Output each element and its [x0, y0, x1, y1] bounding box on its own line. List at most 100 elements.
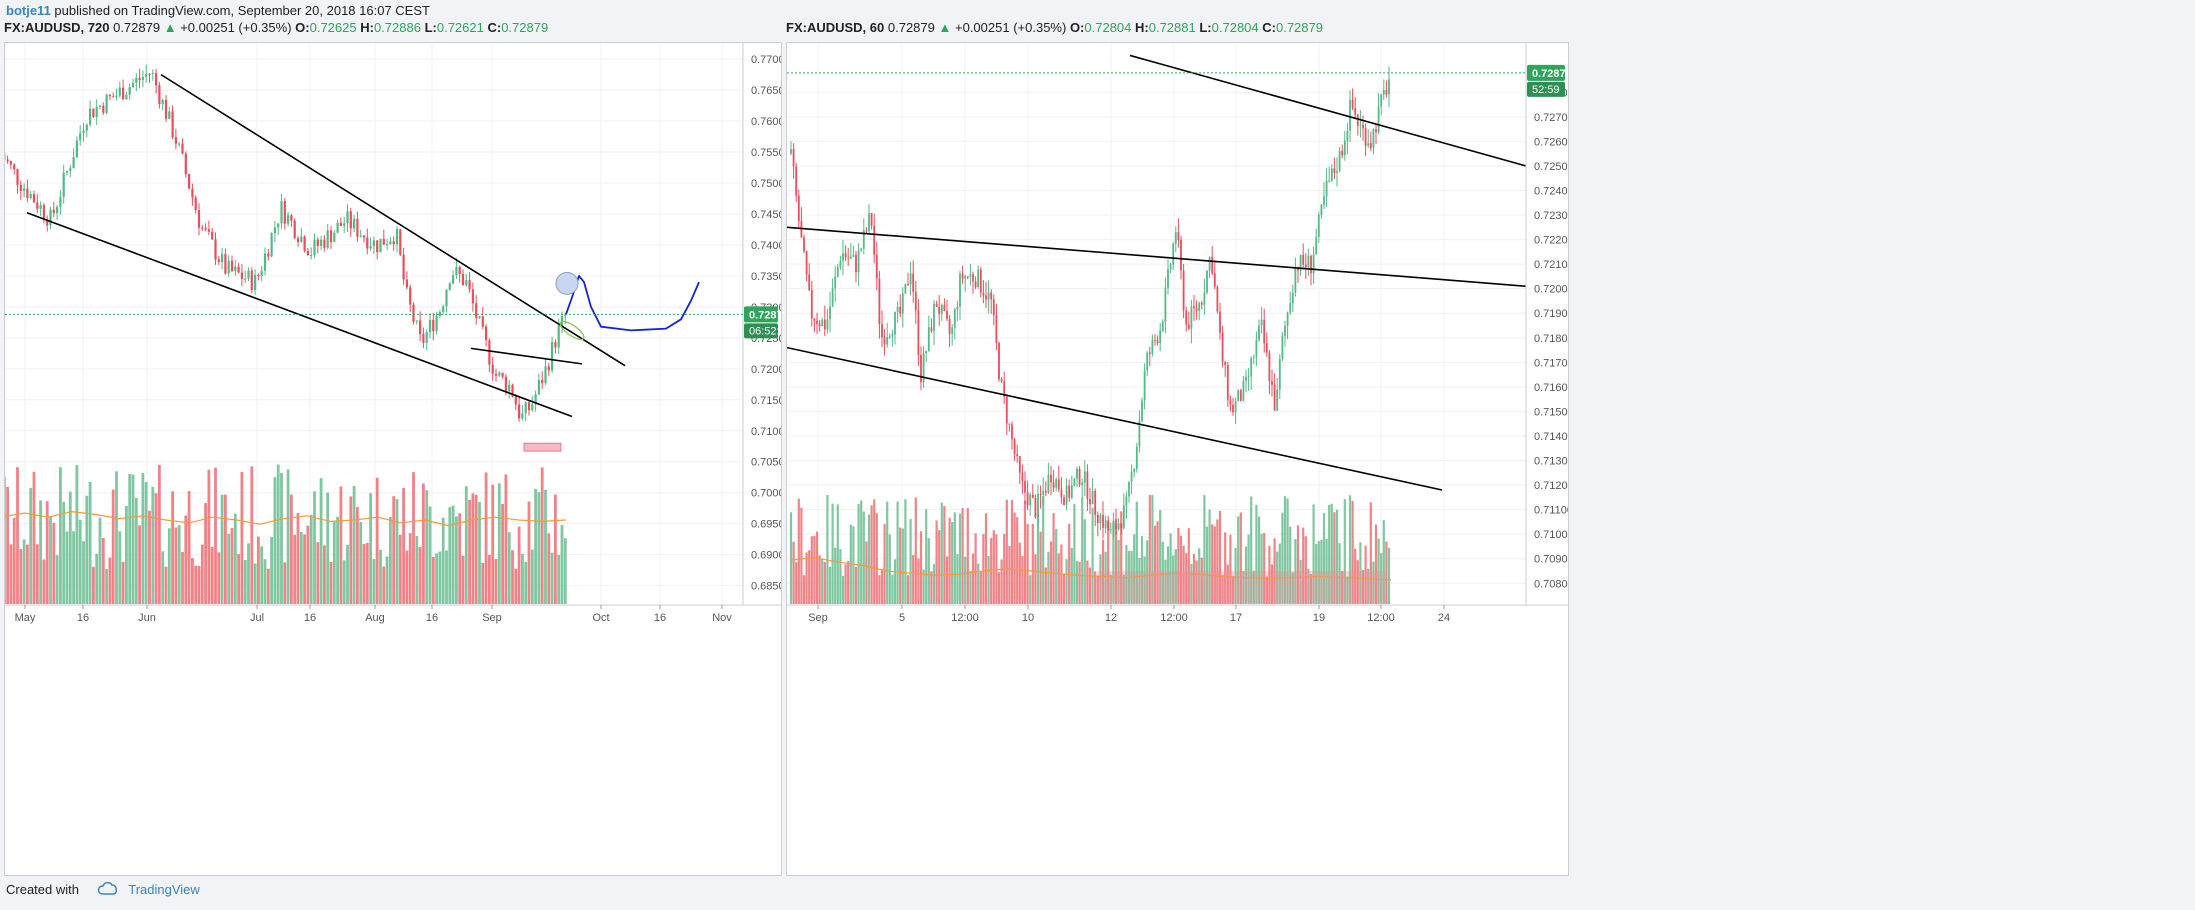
volume-bar	[1096, 576, 1099, 604]
candle-body	[966, 276, 969, 278]
volume-bar	[925, 509, 928, 604]
right-chart-panel[interactable]: 0.728000.727000.726000.725000.724000.723…	[786, 42, 1569, 876]
left-chart-panel[interactable]: 0.77000 0.76500 0.76000 0.75500 0.75000 0.745…	[4, 42, 782, 876]
candle-body	[372, 240, 375, 247]
candle-body	[452, 275, 455, 284]
candle-body	[82, 130, 85, 134]
candle-body	[1172, 243, 1175, 265]
candle-body	[155, 73, 158, 86]
candle-body	[925, 350, 928, 354]
candle-body	[1359, 124, 1362, 126]
volume-bar	[1169, 533, 1172, 604]
left-time-axis[interactable]: May 16 Jun Jul 16 Aug 16 Sep Oct 16 Nov	[5, 604, 781, 624]
candle-body	[557, 325, 560, 348]
candle-body	[343, 223, 346, 226]
candle-body	[336, 222, 339, 233]
volume-bar	[813, 535, 816, 604]
volume-bar	[111, 489, 115, 604]
volume-bar	[554, 494, 557, 604]
candle-body	[1234, 400, 1237, 413]
candle-body	[790, 149, 792, 154]
left-symbol[interactable]: FX:AUDUSD, 720	[4, 20, 110, 35]
right-chart-svg[interactable]: 0.728000.727000.726000.725000.724000.723…	[787, 43, 1568, 875]
volume-bar	[200, 544, 204, 604]
volume-bar	[1239, 512, 1242, 604]
volume-bar	[1068, 523, 1071, 604]
volume-bar	[1031, 523, 1034, 604]
volume-bar	[883, 524, 886, 604]
left-chart-svg[interactable]: 0.77000 0.76500 0.76000 0.75500 0.75000 0.745…	[5, 43, 781, 875]
candle-body	[455, 266, 458, 276]
volume-bar	[435, 553, 438, 604]
volume-bar	[834, 547, 837, 604]
candle-body	[69, 168, 72, 171]
candle-body	[979, 269, 982, 293]
candle-body	[369, 246, 372, 249]
volume-bar	[395, 499, 399, 604]
volume-bar	[240, 471, 244, 604]
right-time-axis[interactable]: Sep 5 12:00 10 12 12:00 17 19 12:00 24	[787, 604, 1568, 624]
candle-body	[795, 166, 798, 196]
candle-body	[409, 287, 412, 305]
candle-body	[1226, 364, 1229, 400]
volume-bar	[891, 574, 894, 604]
candle-body	[382, 238, 385, 245]
right-symbol[interactable]: FX:AUDUSD, 60	[786, 20, 885, 35]
volume-bar	[59, 467, 62, 604]
candle-body	[901, 293, 904, 314]
volume-bar	[52, 522, 56, 604]
candle-body	[23, 188, 26, 191]
volume-bar	[461, 555, 465, 604]
countdown-tag-bg	[1527, 81, 1565, 97]
volume-bar	[880, 570, 884, 604]
volume-bar	[356, 507, 359, 604]
volume-bar	[151, 486, 155, 604]
volume-bar	[1224, 532, 1227, 604]
candle-body	[475, 303, 478, 319]
left-price-axis[interactable]: 0.77000 0.76500 0.76000 0.75500 0.75000 0.745…	[5, 43, 781, 605]
candle-body	[283, 200, 286, 224]
volume-bar	[39, 500, 42, 604]
volume-bar	[283, 562, 287, 604]
volume-bar	[1062, 573, 1066, 604]
volume-bar	[909, 519, 912, 604]
volume-bar	[1138, 557, 1141, 604]
volume-bar	[1325, 538, 1328, 604]
x-tick-label: Oct	[592, 612, 609, 624]
volume-bar	[448, 507, 452, 604]
right-price-axis[interactable]: 0.728000.727000.726000.725000.724000.723…	[787, 43, 1568, 605]
candle-body	[1060, 489, 1063, 498]
volume-bar	[431, 556, 435, 604]
candle-body	[857, 250, 860, 273]
candle-body	[1206, 270, 1208, 293]
volume-bar	[792, 541, 795, 604]
last-price-tag: 0.72879	[749, 309, 781, 321]
candle-body	[207, 229, 210, 232]
left-up-arrow-icon: ▲	[163, 20, 177, 35]
candle-body	[985, 295, 987, 300]
candle-body	[415, 320, 418, 322]
candle-body	[839, 260, 842, 268]
x-tick-label: 16	[77, 612, 89, 624]
volume-bar	[365, 542, 369, 604]
volume-bar	[303, 534, 306, 604]
volume-bar	[19, 549, 23, 604]
y-tick-label: 0.76500	[751, 85, 781, 97]
candle-body	[894, 312, 896, 335]
volume-bar	[1148, 495, 1151, 604]
volume-ma-line	[5, 510, 567, 527]
volume-bar	[912, 554, 915, 604]
candle-body	[844, 253, 847, 258]
volume-bar	[293, 534, 297, 604]
volume-bar	[128, 473, 132, 604]
author-link[interactable]: botje11	[6, 3, 51, 18]
trendline	[787, 226, 1527, 288]
volume-bar	[557, 554, 561, 604]
volume-bar	[1190, 563, 1193, 604]
candle-body	[1076, 468, 1078, 479]
volume-bar	[862, 511, 865, 604]
volume-bar	[164, 566, 168, 604]
tradingview-link[interactable]: TradingView	[128, 882, 200, 897]
volume-bar	[339, 486, 343, 604]
